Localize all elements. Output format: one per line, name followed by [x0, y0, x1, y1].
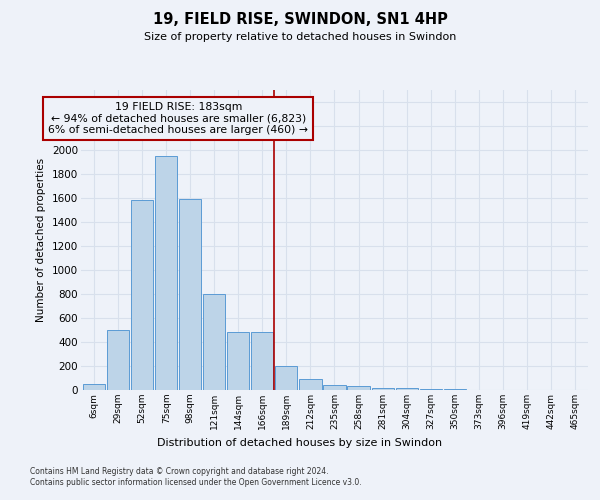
Text: 19 FIELD RISE: 183sqm
← 94% of detached houses are smaller (6,823)
6% of semi-de: 19 FIELD RISE: 183sqm ← 94% of detached …: [49, 102, 308, 135]
Text: Contains public sector information licensed under the Open Government Licence v3: Contains public sector information licen…: [30, 478, 362, 487]
Bar: [371, 388, 394, 390]
Bar: [275, 366, 298, 390]
Bar: [155, 156, 178, 390]
Bar: [203, 294, 226, 390]
Text: Size of property relative to detached houses in Swindon: Size of property relative to detached ho…: [144, 32, 456, 42]
Bar: [251, 332, 274, 390]
Bar: [107, 330, 129, 390]
Bar: [83, 384, 105, 390]
Bar: [131, 200, 154, 390]
Bar: [347, 386, 370, 390]
Y-axis label: Number of detached properties: Number of detached properties: [37, 158, 46, 322]
Bar: [395, 388, 418, 390]
Bar: [419, 389, 442, 390]
Text: Contains HM Land Registry data © Crown copyright and database right 2024.: Contains HM Land Registry data © Crown c…: [30, 467, 329, 476]
Text: 19, FIELD RISE, SWINDON, SN1 4HP: 19, FIELD RISE, SWINDON, SN1 4HP: [152, 12, 448, 28]
Bar: [227, 332, 250, 390]
Bar: [299, 379, 322, 390]
Bar: [323, 385, 346, 390]
Text: Distribution of detached houses by size in Swindon: Distribution of detached houses by size …: [157, 438, 443, 448]
Bar: [179, 199, 202, 390]
